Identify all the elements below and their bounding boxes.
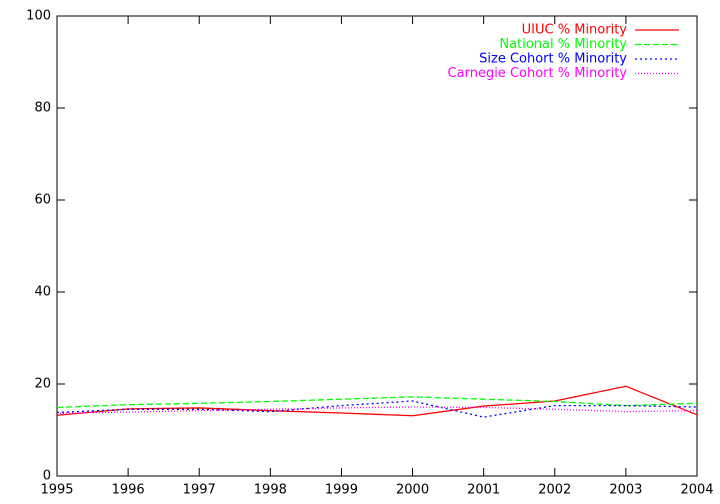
x-tick-label: 2002 xyxy=(538,483,571,498)
y-tick-label: 60 xyxy=(34,193,51,208)
x-tick-label: 1998 xyxy=(254,483,287,498)
y-tick-label: 100 xyxy=(26,9,51,24)
x-tick-label: 1995 xyxy=(40,483,73,498)
legend-label: Size Cohort % Minority xyxy=(479,52,627,67)
legend-label: UIUC % Minority xyxy=(522,23,628,38)
data-line xyxy=(56,400,698,418)
plot-border xyxy=(56,15,698,477)
y-tick-label: 80 xyxy=(34,101,51,116)
y-tick-label: 20 xyxy=(34,377,51,392)
x-tick-label: 1997 xyxy=(183,483,216,498)
y-tick-label: 40 xyxy=(34,285,51,300)
legend-label: National % Minority xyxy=(499,37,627,52)
x-tick-label: 2004 xyxy=(680,483,713,498)
data-line xyxy=(56,396,698,409)
data-line xyxy=(56,385,698,417)
y-tick-label: 0 xyxy=(43,469,51,484)
x-tick-label: 2001 xyxy=(467,483,500,498)
x-tick-label: 1999 xyxy=(325,483,358,498)
x-tick-label: 1996 xyxy=(112,483,145,498)
x-tick-label: 2003 xyxy=(609,483,642,498)
legend-label: Carnegie Cohort % Minority xyxy=(448,66,628,81)
x-tick-label: 2000 xyxy=(396,483,429,498)
